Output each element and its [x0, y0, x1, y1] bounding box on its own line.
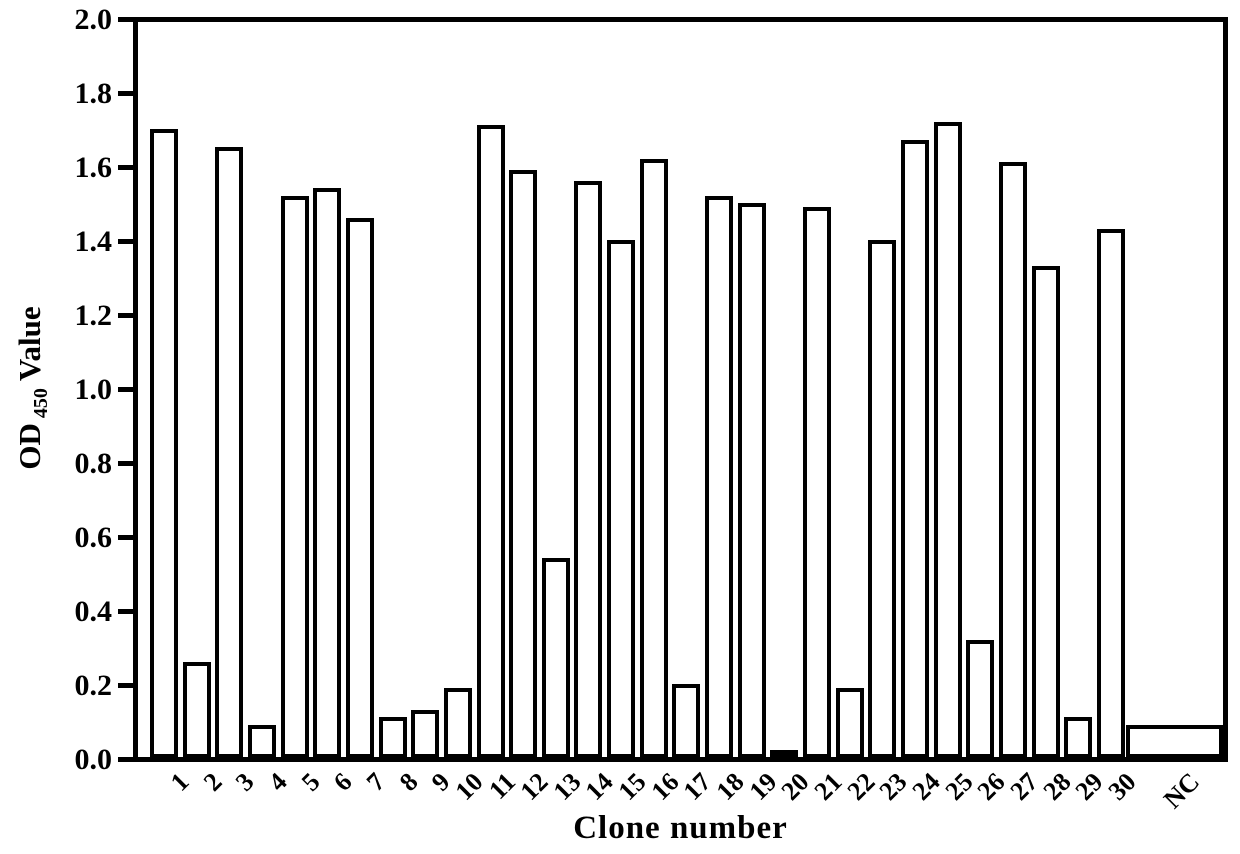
bar-clone-9 — [411, 710, 439, 758]
bar-clone-6 — [313, 188, 341, 758]
y-tick — [118, 683, 133, 688]
bar-clone-24 — [901, 140, 929, 758]
y-tick — [118, 17, 133, 22]
y-tick — [118, 91, 133, 96]
y-tick — [118, 535, 133, 540]
x-axis-title: Clone number — [573, 810, 788, 846]
x-tick-label-1: 1 — [164, 767, 195, 797]
bar-clone-23 — [868, 240, 896, 758]
y-tick-label: 0.6 — [74, 520, 113, 554]
y-tick — [118, 387, 133, 392]
x-tick-label-5: 5 — [295, 767, 326, 797]
bar-clone-22 — [836, 688, 864, 758]
y-tick — [118, 757, 133, 762]
y-tick-label: 1.2 — [74, 298, 113, 332]
bar-clone-17 — [672, 684, 700, 758]
y-tick-label: 1.6 — [74, 150, 113, 184]
bar-clone-8 — [379, 717, 407, 758]
y-tick-label: 1.8 — [74, 76, 113, 110]
x-tick-label-10: 10 — [449, 767, 489, 806]
bar-clone-7 — [346, 218, 374, 758]
bar-clone-13 — [542, 558, 570, 758]
bar-clone-28 — [1032, 266, 1060, 758]
y-tick-label: 1.4 — [74, 224, 113, 258]
x-tick-label-NC: NC — [1157, 767, 1206, 815]
y-tick — [118, 165, 133, 170]
bar-clone-10 — [444, 688, 472, 758]
y-tick-label: 2.0 — [74, 2, 113, 36]
y-tick-label: 0.2 — [74, 668, 113, 702]
bar-clone-25 — [934, 122, 962, 758]
bar-clone-16 — [640, 159, 668, 758]
bar-clone-1 — [150, 129, 178, 758]
bar-clone-29 — [1064, 717, 1092, 758]
bar-clone-NC — [1126, 725, 1223, 758]
bar-clone-18 — [705, 196, 733, 758]
bar-clone-20 — [770, 750, 798, 758]
x-tick-label-8: 8 — [393, 767, 424, 797]
bar-clone-12 — [509, 170, 537, 758]
y-tick — [118, 461, 133, 466]
bar-clone-14 — [574, 181, 602, 758]
bar-clone-3 — [215, 147, 243, 758]
y-tick — [118, 239, 133, 244]
bar-clone-26 — [966, 640, 994, 758]
x-tick-label-4: 4 — [262, 767, 293, 797]
bar-clone-5 — [281, 196, 309, 758]
x-tick-label-3: 3 — [229, 767, 260, 797]
bar-clone-19 — [738, 203, 766, 758]
x-tick-label-6: 6 — [327, 767, 358, 797]
bar-clone-15 — [607, 240, 635, 758]
bar-clone-11 — [477, 125, 505, 758]
y-tick-label: 0.0 — [74, 742, 113, 776]
bar-clone-27 — [999, 162, 1027, 758]
y-tick — [118, 313, 133, 318]
bar-clone-4 — [248, 725, 276, 758]
y-tick-label: 0.4 — [74, 594, 113, 628]
x-tick-label-30: 30 — [1102, 767, 1142, 806]
bar-clone-30 — [1097, 229, 1125, 758]
x-tick-label-2: 2 — [197, 767, 228, 797]
y-tick-label: 0.8 — [74, 446, 113, 480]
bar-clone-21 — [803, 207, 831, 758]
bar-clone-2 — [183, 662, 211, 758]
y-tick-label: 1.0 — [74, 372, 113, 406]
y-tick — [118, 609, 133, 614]
x-tick-label-7: 7 — [360, 767, 391, 797]
